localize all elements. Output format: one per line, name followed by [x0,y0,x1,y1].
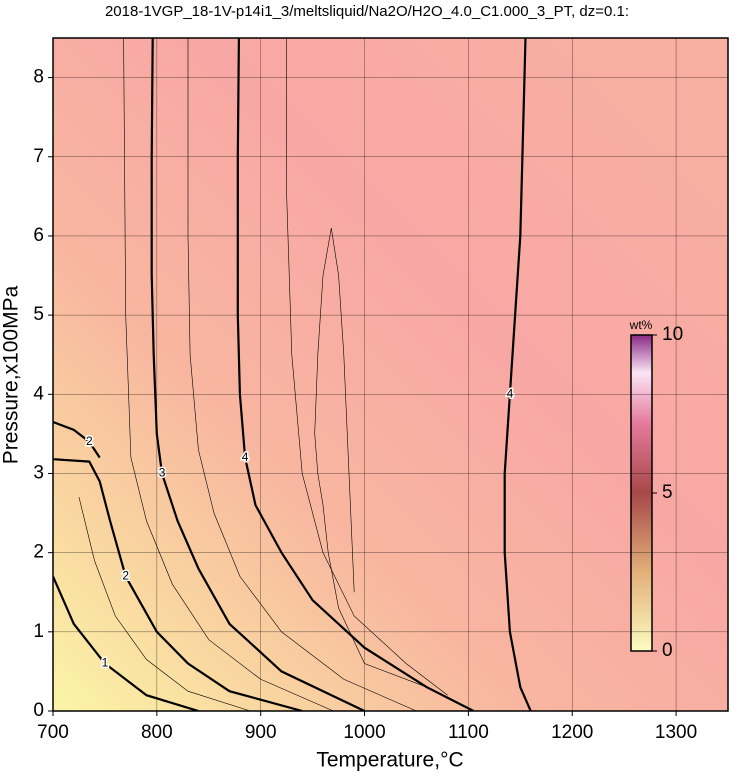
y-tick-label: 2 [33,542,44,563]
contour-label: 2 [122,569,129,583]
x-tick-label: 900 [245,722,277,743]
x-axis-label: Temperature,°C [316,749,463,772]
y-tick-label: 1 [33,621,44,642]
x-tick-label: 1000 [343,722,385,743]
colorbar-tick-label: 5 [662,482,673,503]
x-tick-label: 1300 [655,722,697,743]
contour-line [78,497,251,711]
contour-label: 3 [159,466,166,480]
contour-line [53,458,303,711]
y-tick-label: 5 [33,304,44,325]
contour-label: 4 [242,450,249,464]
contour-label: 1 [102,656,109,670]
y-tick-label: 8 [33,67,44,88]
y-tick-label: 6 [33,225,44,246]
y-tick-label: 3 [33,462,44,483]
contour-line [187,38,417,711]
colorbar-label: wt% [629,318,653,332]
chart-title: 2018-1VGP_18-1V-p14i1_3/meltsliquid/Na2O… [105,3,629,20]
contour-label: 4 [507,386,514,400]
contour-line [236,38,475,711]
y-tick-label: 4 [33,383,44,404]
y-axis-label: Pressure,x100MPa [0,285,23,464]
colorbar-tick-label: 10 [662,324,683,345]
contour-field [53,38,728,711]
x-tick-label: 1200 [551,722,593,743]
contour-label: 2 [86,434,93,448]
x-tick-label: 800 [141,722,173,743]
colorbar-tick-label: 0 [662,640,673,661]
x-tick-label: 700 [37,722,69,743]
colorbar [630,334,653,652]
x-tick-label: 1100 [448,722,489,743]
y-tick-label: 7 [33,146,44,167]
contour-line [286,38,448,696]
contour-line [503,38,532,711]
y-tick-label: 0 [33,700,44,721]
contour-line [53,575,199,711]
contour-line [53,420,101,459]
